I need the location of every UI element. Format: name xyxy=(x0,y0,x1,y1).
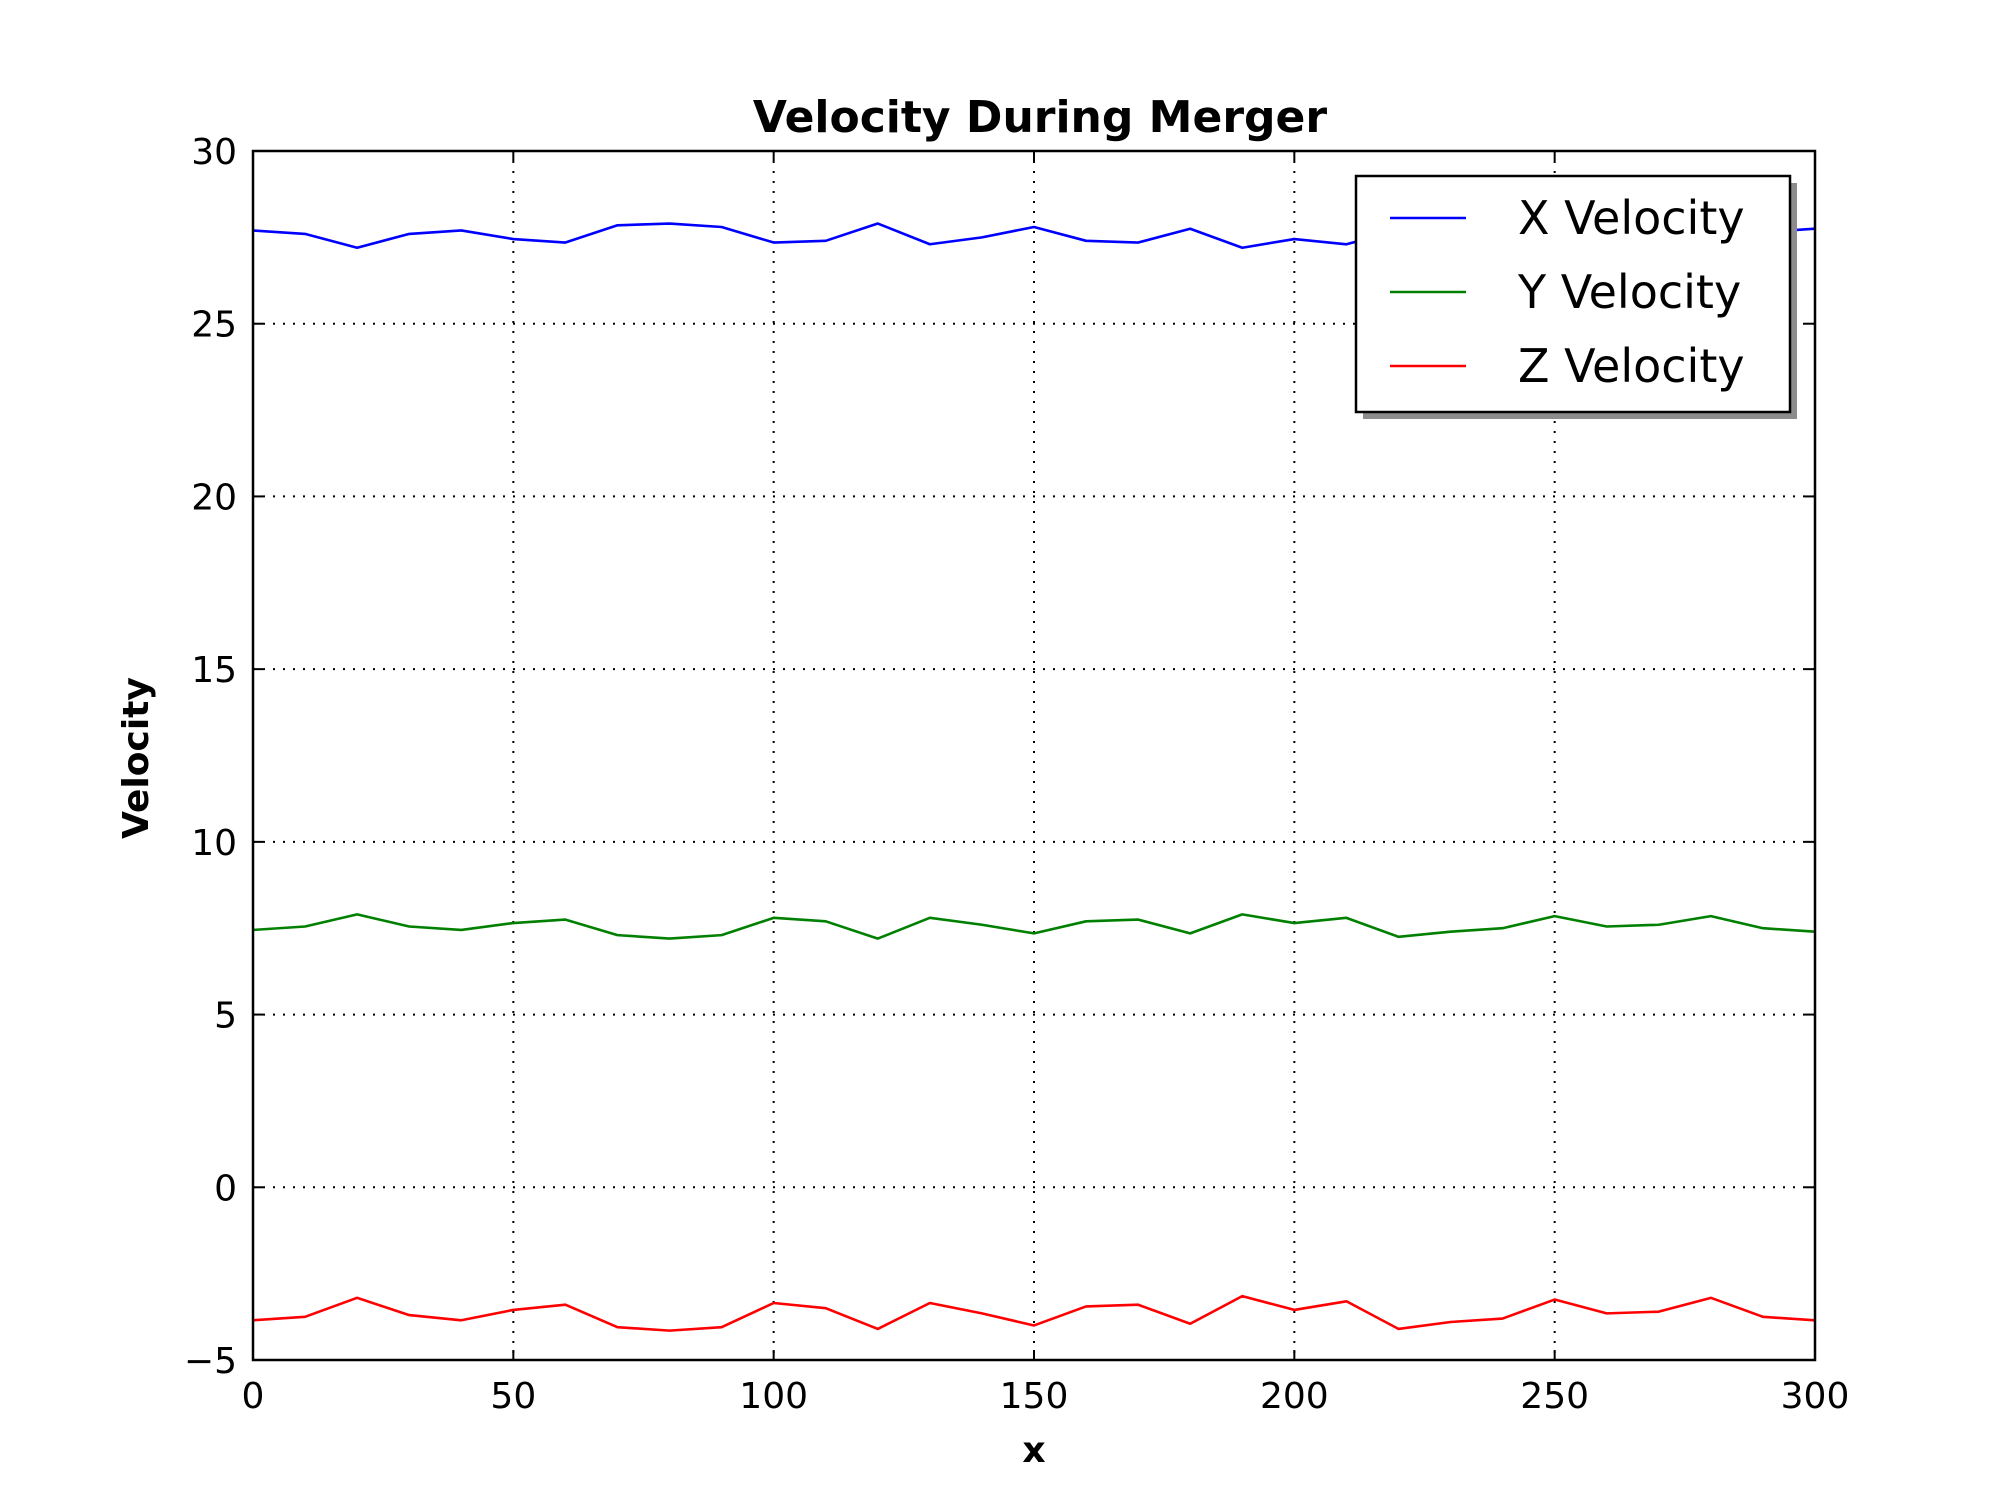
chart-title: Velocity During Merger xyxy=(753,92,1327,143)
legend: X Velocity Y Velocity Z Velocity xyxy=(1354,174,1797,419)
x-axis-label: x xyxy=(1022,1430,1045,1471)
x-tick-label: 300 xyxy=(1781,1376,1850,1417)
y-axis-label: Velocity xyxy=(116,677,157,839)
x-tick-label: 50 xyxy=(490,1376,536,1417)
y-tick-label: 5 xyxy=(214,996,237,1037)
y-tick-label: 10 xyxy=(191,823,237,864)
legend-entries: X Velocity Y Velocity Z Velocity xyxy=(1390,191,1745,393)
legend-box xyxy=(1354,174,1792,414)
x-tick-label: 100 xyxy=(739,1376,808,1417)
y-tick-label: 25 xyxy=(191,305,237,346)
x-tick-label: 250 xyxy=(1520,1376,1589,1417)
axis-ticks xyxy=(252,150,1816,1361)
y-tick-label: 20 xyxy=(191,477,237,518)
legend-label-z-velocity: Z Velocity xyxy=(1518,339,1745,393)
y-tick-label: 30 xyxy=(191,132,237,173)
x-tick-label: 0 xyxy=(242,1376,265,1417)
series-line-z-velocity xyxy=(252,1294,1816,1332)
y-tick-label: 15 xyxy=(191,650,237,691)
legend-label-x-velocity: X Velocity xyxy=(1518,191,1745,245)
x-tick-label: 200 xyxy=(1260,1376,1329,1417)
series-line-y-velocity xyxy=(252,913,1816,940)
y-tick-label: 0 xyxy=(214,1168,237,1209)
y-tick-label: −5 xyxy=(184,1341,237,1382)
x-tick-label: 150 xyxy=(1000,1376,1069,1417)
legend-label-y-velocity: Y Velocity xyxy=(1517,265,1741,319)
